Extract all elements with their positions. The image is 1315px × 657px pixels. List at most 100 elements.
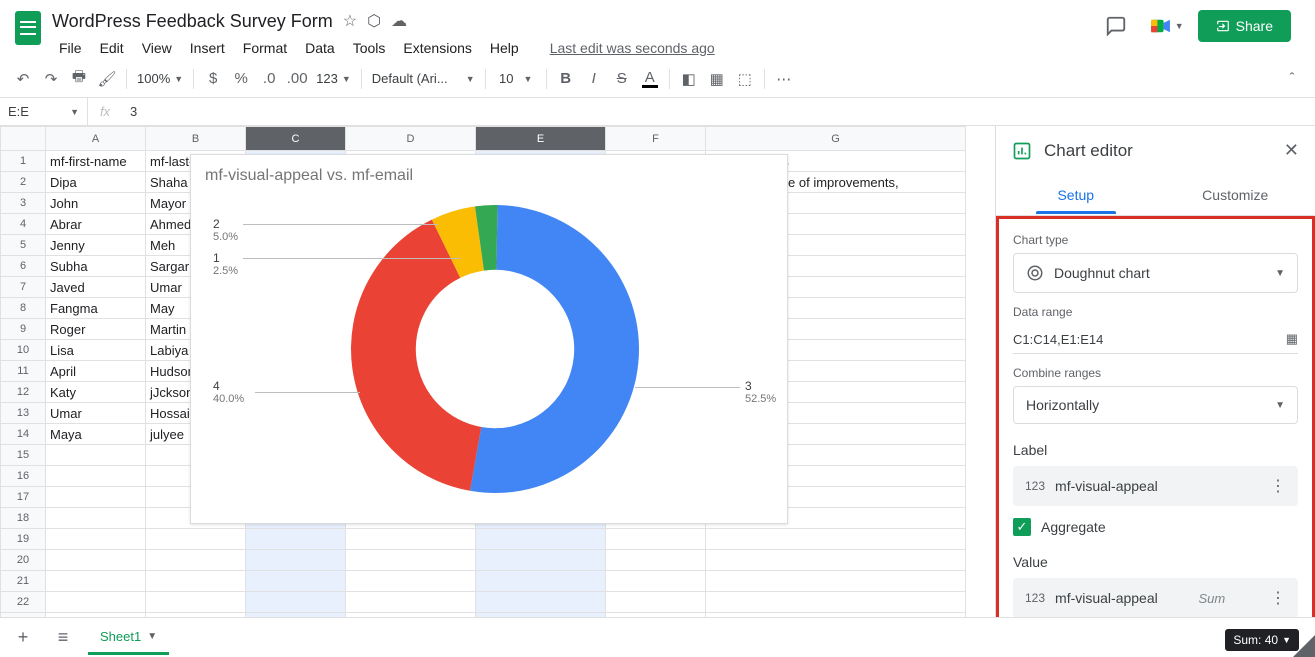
- cell[interactable]: Fangma: [46, 298, 146, 319]
- row-header[interactable]: 2: [1, 172, 46, 193]
- cell[interactable]: [606, 592, 706, 613]
- cell[interactable]: [46, 508, 146, 529]
- row-header[interactable]: 8: [1, 298, 46, 319]
- explore-icon[interactable]: [1293, 635, 1315, 657]
- col-header[interactable]: F: [606, 127, 706, 151]
- cell[interactable]: [606, 529, 706, 550]
- row-header[interactable]: 11: [1, 361, 46, 382]
- row-header[interactable]: 13: [1, 403, 46, 424]
- select-range-icon[interactable]: ▦: [1286, 331, 1298, 347]
- cell[interactable]: [706, 529, 966, 550]
- cell[interactable]: [246, 529, 346, 550]
- tab-customize[interactable]: Customize: [1156, 175, 1315, 215]
- row-header[interactable]: 5: [1, 235, 46, 256]
- cell[interactable]: [146, 529, 246, 550]
- cell[interactable]: [606, 571, 706, 592]
- row-header[interactable]: 12: [1, 382, 46, 403]
- text-color-icon[interactable]: A: [637, 66, 663, 92]
- cell[interactable]: [476, 550, 606, 571]
- print-icon[interactable]: 🖶: [66, 66, 92, 92]
- formula-bar[interactable]: 3: [122, 104, 137, 119]
- cell[interactable]: [146, 550, 246, 571]
- row-header[interactable]: 9: [1, 319, 46, 340]
- cell[interactable]: Dipa: [46, 172, 146, 193]
- row-header[interactable]: 17: [1, 487, 46, 508]
- cell[interactable]: [46, 445, 146, 466]
- sum-badge[interactable]: Sum: 40▼: [1225, 629, 1299, 651]
- cell[interactable]: [706, 550, 966, 571]
- menu-extensions[interactable]: Extensions: [396, 36, 478, 60]
- merge-icon[interactable]: ⬚: [732, 66, 758, 92]
- fill-color-icon[interactable]: ◧: [676, 66, 702, 92]
- menu-help[interactable]: Help: [483, 36, 526, 60]
- all-sheets-icon[interactable]: ≡: [48, 623, 78, 653]
- cell[interactable]: April: [46, 361, 146, 382]
- sheet-tab[interactable]: Sheet1▼: [88, 621, 169, 655]
- cell[interactable]: [606, 550, 706, 571]
- menu-view[interactable]: View: [135, 36, 179, 60]
- percent-icon[interactable]: %: [228, 66, 254, 92]
- label-chip[interactable]: 123 mf-visual-appeal ⋮: [1013, 466, 1298, 506]
- tab-setup[interactable]: Setup: [996, 175, 1156, 215]
- name-box[interactable]: E:E▼: [0, 98, 88, 125]
- italic-icon[interactable]: I: [581, 66, 607, 92]
- value-chip[interactable]: 123 mf-visual-appeal Sum ⋮: [1013, 578, 1298, 618]
- cell[interactable]: [476, 529, 606, 550]
- strike-icon[interactable]: S: [609, 66, 635, 92]
- cell[interactable]: [46, 487, 146, 508]
- chip-menu-icon[interactable]: ⋮: [1270, 476, 1286, 496]
- col-header[interactable]: E: [476, 127, 606, 151]
- row-header[interactable]: 18: [1, 508, 46, 529]
- cell[interactable]: [346, 592, 476, 613]
- bold-icon[interactable]: B: [553, 66, 579, 92]
- format-select[interactable]: 123▼: [312, 66, 355, 92]
- move-icon[interactable]: ⬡: [367, 11, 381, 31]
- meet-icon[interactable]: ▼: [1148, 8, 1184, 44]
- cell[interactable]: Javed: [46, 277, 146, 298]
- dec-decrease-icon[interactable]: .0: [256, 66, 282, 92]
- font-select[interactable]: Default (Ari...▼: [368, 66, 479, 92]
- paint-format-icon[interactable]: 🖌: [94, 66, 120, 92]
- cell[interactable]: [46, 550, 146, 571]
- row-header[interactable]: 19: [1, 529, 46, 550]
- chart-overlay[interactable]: mf-visual-appeal vs. mf-email 352.5%440.…: [190, 154, 788, 524]
- borders-icon[interactable]: ▦: [704, 66, 730, 92]
- cell[interactable]: [146, 592, 246, 613]
- close-icon[interactable]: ✕: [1284, 140, 1299, 161]
- row-header[interactable]: 1: [1, 151, 46, 172]
- cell[interactable]: [146, 571, 246, 592]
- cell[interactable]: [246, 550, 346, 571]
- menu-data[interactable]: Data: [298, 36, 342, 60]
- row-header[interactable]: 4: [1, 214, 46, 235]
- cell[interactable]: [46, 592, 146, 613]
- row-header[interactable]: 3: [1, 193, 46, 214]
- cell[interactable]: John: [46, 193, 146, 214]
- menu-tools[interactable]: Tools: [346, 36, 393, 60]
- cell[interactable]: [346, 550, 476, 571]
- col-header[interactable]: C: [246, 127, 346, 151]
- menu-insert[interactable]: Insert: [183, 36, 232, 60]
- sheets-logo[interactable]: [8, 8, 48, 48]
- currency-icon[interactable]: $: [200, 66, 226, 92]
- row-header[interactable]: 7: [1, 277, 46, 298]
- cell[interactable]: mf-first-name: [46, 151, 146, 172]
- add-sheet-icon[interactable]: +: [8, 623, 38, 653]
- row-header[interactable]: 10: [1, 340, 46, 361]
- cell[interactable]: Roger: [46, 319, 146, 340]
- row-header[interactable]: 15: [1, 445, 46, 466]
- comment-history-icon[interactable]: [1098, 8, 1134, 44]
- dec-increase-icon[interactable]: .00: [284, 66, 310, 92]
- undo-icon[interactable]: ↶: [10, 66, 36, 92]
- row-header[interactable]: 20: [1, 550, 46, 571]
- col-header[interactable]: D: [346, 127, 476, 151]
- last-edit-link[interactable]: Last edit was seconds ago: [550, 40, 715, 56]
- cell[interactable]: Lisa: [46, 340, 146, 361]
- col-header[interactable]: A: [46, 127, 146, 151]
- cell[interactable]: Abrar: [46, 214, 146, 235]
- row-header[interactable]: 6: [1, 256, 46, 277]
- chip-menu-icon[interactable]: ⋮: [1270, 588, 1286, 608]
- cell[interactable]: [346, 571, 476, 592]
- cell[interactable]: [706, 571, 966, 592]
- cell[interactable]: [346, 529, 476, 550]
- row-header[interactable]: 16: [1, 466, 46, 487]
